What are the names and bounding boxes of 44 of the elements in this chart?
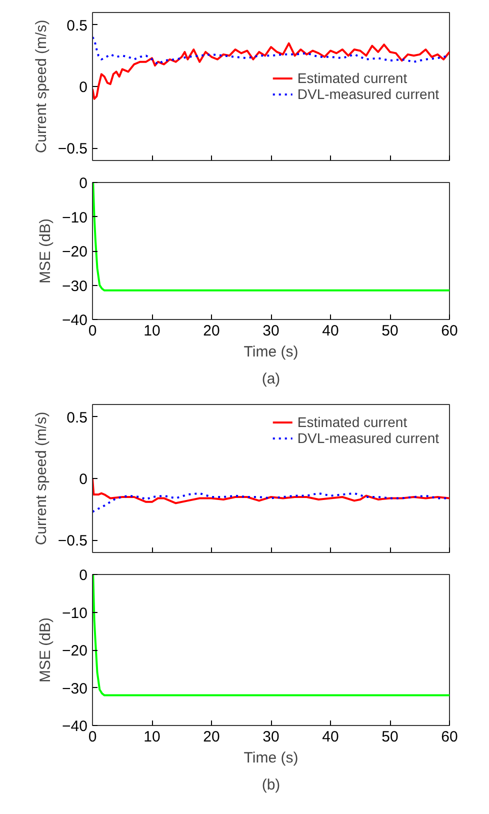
- y-tick-label: −10: [62, 209, 88, 226]
- y-tick-label: −40: [62, 718, 88, 735]
- y-tick-label: −10: [62, 604, 88, 622]
- y-axis-title: MSE (dB): [37, 617, 54, 683]
- y-tick-label: 0.5: [66, 17, 88, 34]
- y-axis-title: Current speed (m/s): [32, 412, 50, 546]
- legend-label: DVL-measured current: [297, 430, 439, 446]
- y-tick-label: 0: [79, 567, 88, 584]
- line-series: [92, 478, 450, 504]
- x-tick-label: 10: [144, 728, 160, 746]
- legend-label: Estimated current: [297, 70, 408, 86]
- y-axis-title: MSE (dB): [37, 218, 54, 284]
- x-axis-title: Time (s): [244, 750, 298, 766]
- y-axis-title: Current speed (m/s): [32, 20, 50, 154]
- y-tick-label: −0.5: [58, 140, 88, 158]
- y-tick-label: −40: [62, 312, 88, 329]
- x-tick-label: 40: [322, 322, 339, 340]
- x-tick-label: 20: [203, 322, 220, 340]
- x-tick-label: 60: [441, 728, 458, 746]
- y-tick-label: −30: [62, 278, 88, 295]
- line-series: [92, 574, 450, 696]
- text: (b): [262, 776, 280, 794]
- y-tick-label: 0: [79, 79, 88, 96]
- legend-label: Estimated current: [297, 414, 408, 430]
- line-series: [92, 42, 450, 100]
- y-tick-label: 0.5: [66, 409, 88, 426]
- y-tick-label: −30: [62, 680, 88, 698]
- line-series: [92, 182, 450, 292]
- x-tick-label: 20: [203, 728, 220, 746]
- y-tick-label: −20: [62, 244, 88, 260]
- x-tick-label: 30: [262, 728, 280, 746]
- x-tick-label: 50: [382, 322, 398, 340]
- text: (a): [262, 370, 280, 388]
- legend-label: DVL-measured current: [297, 86, 439, 102]
- x-axis-title: Time (s): [244, 344, 298, 360]
- x-tick-label: 50: [382, 728, 398, 746]
- y-tick-label: −0.5: [58, 532, 88, 550]
- x-tick-label: 40: [322, 728, 339, 746]
- x-tick-label: 10: [144, 322, 160, 340]
- y-tick-label: 0: [79, 175, 88, 192]
- y-tick-label: 0: [79, 471, 88, 488]
- y-tick-label: −20: [62, 642, 88, 660]
- x-tick-label: 30: [262, 322, 280, 340]
- x-tick-label: 60: [441, 322, 458, 340]
